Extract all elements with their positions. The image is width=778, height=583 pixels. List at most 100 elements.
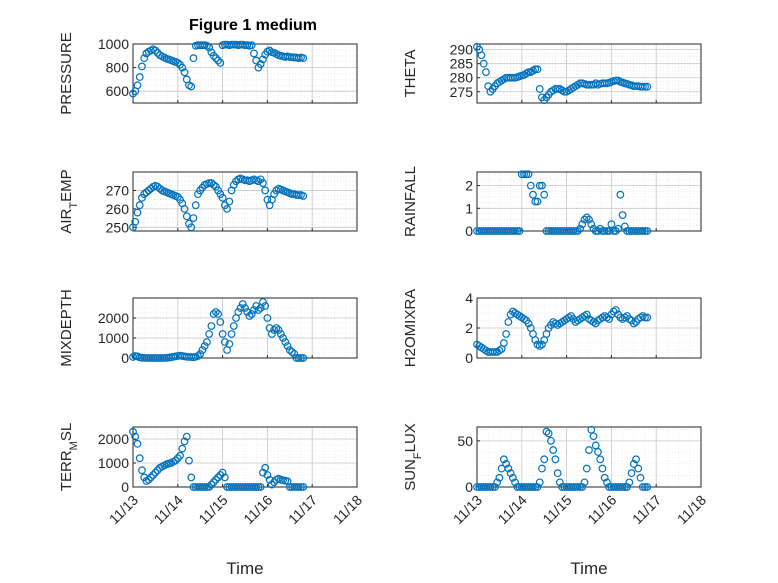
data-point: [203, 338, 211, 346]
data-point: [263, 471, 272, 479]
data-point: [549, 446, 558, 454]
y-axis-label: PRESSURE: [58, 32, 75, 115]
data-point: [209, 310, 218, 318]
data-point: [198, 41, 207, 50]
x-tick-label: 11/15: [539, 492, 575, 528]
data-point: [218, 193, 227, 202]
axes-box: [132, 426, 358, 488]
data-point: [138, 62, 146, 71]
data-point: [531, 65, 540, 74]
data-point: [641, 227, 649, 235]
y-tick-label: 800: [106, 60, 130, 76]
data-point: [238, 300, 247, 308]
y-tick-label: 4: [465, 290, 473, 306]
data-point: [638, 483, 647, 491]
data-point: [135, 454, 144, 463]
y-tick-label: 2000: [98, 310, 129, 326]
data-point: [173, 58, 182, 67]
data-point: [207, 480, 216, 489]
data-point: [259, 179, 267, 187]
data-point: [504, 464, 513, 473]
data-point: [180, 68, 189, 77]
data-point: [524, 319, 533, 328]
data-point: [493, 478, 502, 487]
data-point: [229, 322, 238, 330]
data-point: [491, 483, 499, 491]
data-point: [247, 41, 256, 50]
data-point: [620, 483, 629, 491]
data-point: [479, 59, 488, 68]
data-point: [582, 213, 591, 222]
x-tick-label: 11/17: [285, 492, 321, 528]
data-point: [214, 56, 223, 65]
y-tick-label: 2: [465, 320, 473, 336]
data-point: [299, 483, 308, 491]
data-point: [569, 227, 578, 235]
data-point: [600, 473, 609, 482]
data-point: [187, 223, 196, 232]
data-point: [632, 455, 640, 464]
data-point: [531, 336, 540, 344]
y-tick-label: 0: [465, 350, 473, 366]
data-point: [607, 220, 616, 229]
data-point: [187, 473, 196, 482]
data-point: [573, 483, 582, 491]
data-point: [276, 330, 285, 338]
data-point: [225, 197, 234, 206]
y-axis-label: MIXDEPTH: [58, 289, 75, 367]
data-point: [544, 429, 553, 438]
data-point: [285, 346, 294, 354]
data-point: [209, 478, 218, 487]
data-point: [611, 306, 620, 314]
data-point: [297, 483, 305, 491]
data-point: [216, 471, 225, 479]
data-point: [538, 181, 546, 190]
data-point: [502, 330, 511, 338]
data-point: [529, 483, 537, 491]
y-tick-label: 285: [450, 56, 474, 72]
data-point: [176, 451, 184, 460]
y-tick-label: 2000: [98, 431, 129, 447]
data-point: [596, 455, 605, 464]
data-point: [209, 181, 218, 189]
data-point: [542, 427, 551, 436]
y-tick-label: 50: [457, 433, 473, 449]
data-point: [580, 215, 589, 224]
y-tick-label: 0: [465, 479, 473, 495]
y-tick-label: 250: [106, 219, 130, 235]
data-point: [178, 63, 187, 72]
data-point: [259, 55, 267, 64]
data-point: [129, 427, 137, 436]
data-point: [538, 464, 546, 473]
data-point: [611, 227, 620, 235]
axes-box: [476, 171, 702, 232]
data-point: [265, 46, 274, 55]
data-point: [643, 483, 652, 491]
data-point: [211, 475, 220, 484]
data-point: [203, 41, 211, 50]
data-point: [205, 483, 214, 491]
data-point: [582, 310, 591, 319]
data-point: [547, 436, 555, 445]
data-point: [236, 304, 245, 312]
data-point: [627, 469, 636, 478]
data-point: [191, 201, 200, 210]
data-point: [299, 54, 308, 63]
data-point: [482, 68, 490, 76]
data-point: [270, 326, 279, 334]
x-tick-label: 11/14: [151, 492, 187, 528]
data-point: [250, 49, 258, 58]
y-tick-label: 260: [106, 201, 130, 217]
data-point: [144, 475, 153, 484]
y-tick-label: 1000: [98, 330, 129, 346]
data-point: [241, 304, 249, 312]
data-point: [641, 313, 649, 322]
data-point: [151, 468, 160, 477]
data-point: [636, 473, 645, 482]
data-point: [531, 483, 540, 491]
x-tick-label: 11/14: [495, 492, 531, 528]
data-point: [540, 190, 549, 199]
data-point: [256, 483, 265, 491]
data-point: [200, 342, 209, 350]
